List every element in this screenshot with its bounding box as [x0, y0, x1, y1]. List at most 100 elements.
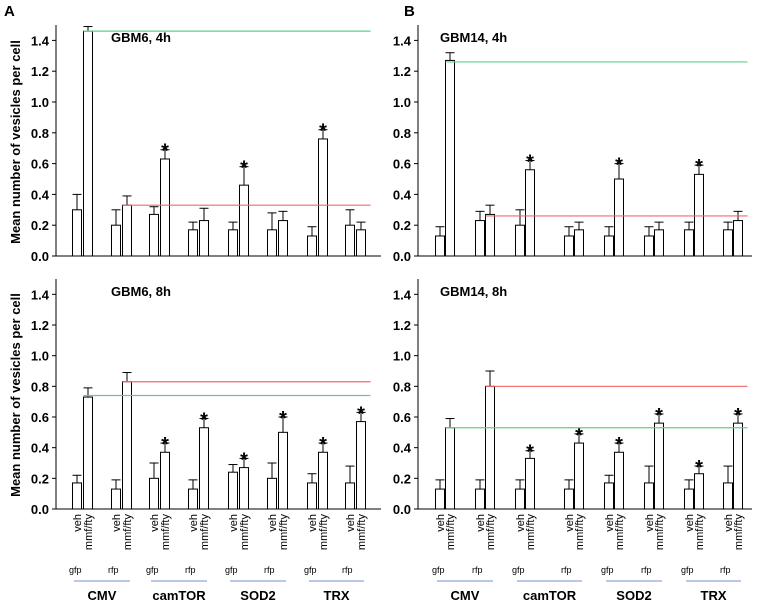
y-axis-label-bottom: Mean number of vesicles per cell [8, 293, 23, 497]
group-label: CMV [88, 588, 117, 603]
bar [475, 488, 485, 510]
significance-star: * [526, 152, 534, 174]
x-tick-label: veh [188, 514, 200, 532]
transfection-label: rfp [472, 565, 483, 575]
bar [515, 488, 525, 510]
y-tick-label: 0.2 [31, 471, 49, 486]
significance-star: * [575, 425, 583, 447]
x-tick-label: veh [475, 514, 487, 532]
bar [160, 158, 170, 257]
bar [574, 229, 584, 257]
significance-star: * [615, 434, 623, 456]
transfection-label: gfp [681, 565, 694, 575]
transfection-label: rfp [108, 565, 119, 575]
bar [318, 451, 328, 510]
significance-star: * [240, 158, 248, 180]
panel-title: GBM14, 8h [440, 284, 507, 299]
panel-letter-b: B [404, 3, 415, 20]
x-tick-label: mmf/fty [445, 514, 457, 551]
bar [435, 235, 445, 257]
significance-star: * [240, 449, 248, 471]
bar [345, 482, 355, 510]
bar [525, 169, 535, 257]
y-tick-label: 0.2 [393, 471, 411, 486]
x-tick-label: mmf/fty [278, 514, 290, 551]
bar [267, 477, 277, 510]
x-tick-label: mmf/fty [239, 514, 251, 551]
bar [199, 427, 209, 510]
bar [684, 488, 694, 510]
bar [111, 488, 121, 510]
significance-star: * [319, 434, 327, 456]
y-tick-label: 1.4 [31, 287, 50, 302]
y-tick-label: 0.8 [31, 379, 49, 394]
x-tick-label: mmf/fty [694, 514, 706, 551]
y-tick-label: 1.0 [393, 95, 411, 110]
transfection-label: gfp [69, 565, 82, 575]
bar [228, 471, 238, 510]
bar [733, 220, 743, 257]
y-tick-label: 0.4 [31, 441, 50, 456]
x-tick-label: veh [564, 514, 576, 532]
bar [149, 477, 159, 510]
y-tick-label: 0.8 [393, 379, 411, 394]
group-label: camTOR [152, 588, 206, 603]
significance-star: * [734, 405, 742, 427]
x-tick-label: mmf/fty [525, 514, 537, 551]
x-tick-label: veh [435, 514, 447, 532]
bar [356, 229, 366, 257]
bar [654, 422, 664, 510]
bar [239, 184, 249, 257]
group-label: SOD2 [240, 588, 275, 603]
x-tick-label: mmf/fty [485, 514, 497, 551]
significance-star: * [615, 155, 623, 177]
x-tick-label: veh [515, 514, 527, 532]
bar [435, 488, 445, 510]
chart-gbm14-4h: 0.0 0.2 0.4 0.6 0.8 1.0 1.2 1.4 GBM14, 4h * * * [393, 25, 752, 264]
bar [614, 178, 624, 257]
bar [654, 229, 664, 257]
bar [122, 204, 132, 257]
x-tick-label: mmf/fty [356, 514, 368, 551]
y-tick-label: 0.6 [393, 157, 411, 172]
group-label: TRX [701, 588, 727, 603]
bar [356, 421, 366, 510]
panel-letter-a: A [4, 3, 15, 20]
bar [564, 488, 574, 510]
x-tick-label: mmf/fty [733, 514, 745, 551]
bar [278, 220, 288, 257]
x-tick-label: mmf/fty [574, 514, 586, 551]
y-tick-label: 1.2 [31, 318, 49, 333]
bar [574, 442, 584, 510]
y-tick-label: 0.0 [31, 249, 49, 264]
significance-star: * [200, 410, 208, 432]
y-tick-label: 0.0 [393, 249, 411, 264]
y-tick-label: 1.0 [31, 349, 49, 364]
bar [307, 482, 317, 510]
group-label: camTOR [523, 588, 577, 603]
bar [525, 457, 535, 510]
transfection-label: rfp [264, 565, 275, 575]
x-tick-label: mmf/fty [122, 514, 134, 551]
y-tick-label: 0.8 [393, 126, 411, 141]
x-tick-label: veh [684, 514, 696, 532]
bar [485, 213, 495, 257]
bar [267, 229, 277, 257]
significance-star: * [319, 121, 327, 143]
bar [644, 235, 654, 257]
bar [733, 422, 743, 510]
x-tick-label: veh [644, 514, 656, 532]
y-tick-label: 1.0 [393, 349, 411, 364]
y-tick-label: 1.4 [393, 33, 412, 48]
transfection-label: gfp [146, 565, 159, 575]
y-tick-label: 0.4 [393, 187, 412, 202]
transfection-label: gfp [432, 565, 445, 575]
bar [278, 431, 288, 510]
bar [604, 482, 614, 510]
panel-title: GBM6, 8h [111, 284, 171, 299]
transfection-label: rfp [342, 565, 353, 575]
x-tick-label: veh [111, 514, 123, 532]
transfection-label: rfp [561, 565, 572, 575]
y-axis-label-top: Mean number of vesicles per cell [8, 40, 23, 244]
y-tick-label: 0.4 [31, 187, 50, 202]
